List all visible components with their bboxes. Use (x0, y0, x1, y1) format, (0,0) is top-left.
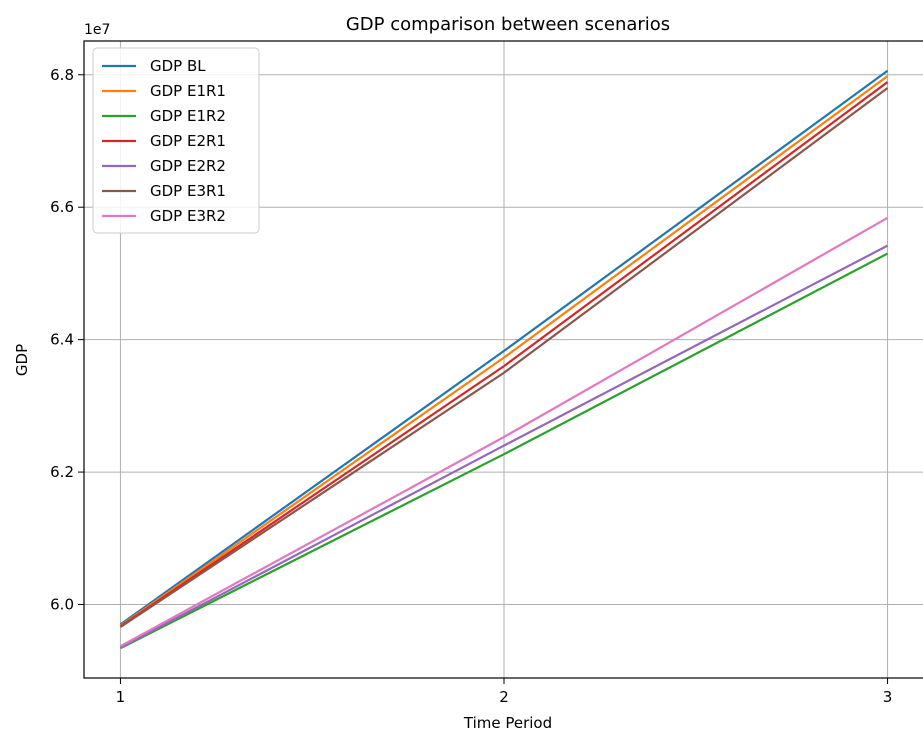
legend-label: GDP E3R2 (150, 207, 226, 225)
legend-label: GDP E2R1 (150, 132, 226, 150)
series-lines (119, 69, 889, 650)
chart-title: GDP comparison between scenarios (346, 14, 670, 35)
y-tick-label: 6.2 (50, 463, 74, 481)
series-line-5 (119, 244, 889, 649)
series-line-7 (119, 216, 889, 648)
legend-label: GDP BL (150, 57, 206, 75)
x-tick-label: 3 (883, 688, 893, 706)
legend-box (92, 47, 260, 234)
legend-label: GDP E2R2 (150, 157, 226, 175)
series-line-1 (119, 69, 889, 626)
series-line-6 (119, 87, 889, 628)
y-axis-offset-label: 1e7 (84, 22, 110, 38)
x-tick-label: 2 (499, 688, 509, 706)
y-axis-label: GDP (13, 344, 31, 376)
legend-label: GDP E1R1 (150, 82, 226, 100)
series-line-4 (119, 81, 889, 628)
x-tick-label: 1 (116, 688, 126, 706)
y-tick-label: 6.8 (50, 66, 74, 84)
series-line-3 (119, 252, 889, 650)
legend-label: GDP E3R1 (150, 182, 226, 200)
x-axis-label: Time Period (463, 714, 552, 731)
y-tick-label: 6.6 (50, 198, 74, 216)
legend-label: GDP E1R2 (150, 107, 226, 125)
axis-ticks: 1 2 3 6.0 6.2 6.4 6.6 6.8 (50, 66, 892, 706)
legend: GDP BL GDP E1R1 GDP E1R2 GDP E2R1 GDP E2R2 GD… (92, 47, 260, 234)
series-line-2 (119, 75, 889, 627)
y-tick-label: 6.0 (50, 596, 74, 614)
y-tick-label: 6.4 (50, 331, 74, 349)
